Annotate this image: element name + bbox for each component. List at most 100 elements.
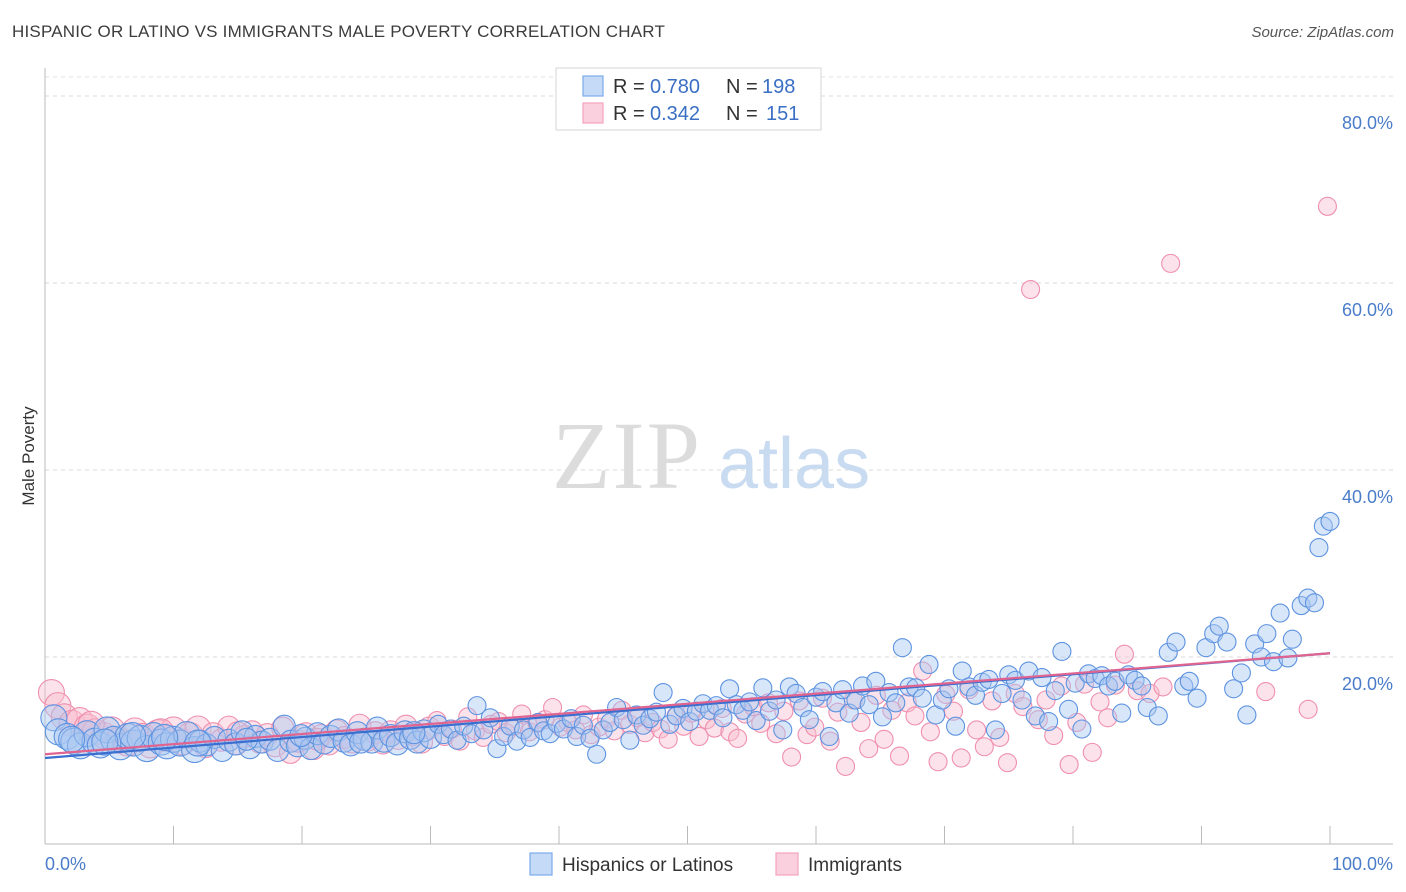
y-tick-label: 40.0% [1342, 487, 1393, 507]
hispanic-point [919, 654, 939, 675]
legend-r-value: 0.342 [650, 103, 700, 125]
hispanic-point [1270, 603, 1290, 623]
hispanic-point [1148, 706, 1168, 726]
immigrants-point [1082, 742, 1102, 762]
legend-n-label: N = [726, 103, 758, 125]
immigrants-point [951, 748, 971, 768]
hispanic-point [746, 711, 766, 731]
hispanic-point [1257, 624, 1277, 644]
hispanic-point [474, 720, 494, 740]
hispanic-point [932, 690, 952, 710]
hispanic-point [1217, 632, 1237, 652]
hispanic-point [487, 739, 507, 759]
hispanic-point [793, 697, 813, 718]
hispanic-point [299, 737, 323, 761]
immigrants-point [974, 737, 994, 757]
hispanic-point [985, 720, 1006, 740]
stats-legend: R = 0.780 N = 198 R = 0.342 N = 151 [555, 67, 822, 131]
hispanic-point [992, 683, 1012, 704]
hispanic-point [952, 661, 972, 681]
hispanic-point [1059, 699, 1079, 719]
hispanic-point [773, 720, 793, 740]
immigrants-point [1059, 754, 1079, 775]
immigrants-point [1298, 699, 1318, 719]
watermark: ZIP atlas [552, 402, 870, 509]
immigrants-point [728, 728, 748, 748]
immigrants-point [689, 726, 709, 747]
immigrants-point [928, 752, 948, 772]
y-tick-labels: 20.0% 40.0% 60.0% 80.0% [1342, 113, 1393, 694]
hispanic-point [653, 682, 673, 703]
hispanic-point [892, 638, 912, 658]
x-tick-labels: 0.0% 100.0% [45, 854, 1393, 874]
immigrants-point [1021, 279, 1041, 300]
hispanic-point [1231, 663, 1251, 683]
hispanic-point [680, 711, 700, 732]
x-tick-label-max: 100.0% [1332, 854, 1393, 874]
immigrants-point [859, 739, 879, 759]
hispanic-point [44, 718, 72, 746]
trendlines [44, 652, 1331, 760]
hispanic-point [912, 688, 932, 708]
immigrants-point [905, 706, 925, 726]
y-tick-label: 80.0% [1342, 113, 1393, 133]
axes [44, 68, 1393, 845]
immigrants-point [967, 720, 987, 740]
immigrants-point [658, 729, 678, 749]
y-axis-label: Male Poverty [19, 406, 38, 506]
hispanic-point [819, 726, 839, 747]
source-label: Source: ZipAtlas.com [1251, 24, 1394, 41]
immigrants-point [1090, 692, 1110, 712]
hispanic-point [1045, 681, 1065, 701]
immigrants-point [997, 753, 1018, 773]
hispanic-point [1072, 719, 1092, 739]
hispanic-point [1179, 671, 1199, 691]
chart-title: HISPANIC OR LATINO VS IMMIGRANTS MALE PO… [12, 22, 666, 41]
watermark-atlas: atlas [718, 424, 870, 504]
y-tick-label: 20.0% [1342, 674, 1393, 694]
hispanic-point [759, 701, 780, 721]
legend-n-label: N = [726, 76, 758, 98]
hispanic-point [720, 679, 740, 699]
hispanic-point [1158, 642, 1178, 662]
immigrants-point [1256, 682, 1276, 702]
bottom-legend-label-hispanic: Hispanics or Latinos [562, 855, 733, 876]
hispanic-point [1282, 629, 1302, 649]
hispanic-point [1132, 676, 1152, 696]
hispanic-point [593, 720, 613, 740]
immigrants-point [836, 756, 856, 776]
x-tick-label-min: 0.0% [45, 854, 86, 874]
y-tick-label: 60.0% [1342, 300, 1393, 320]
hispanic-point [58, 725, 86, 753]
legend-n-value: 198 [762, 76, 795, 98]
hispanic-point [1052, 641, 1072, 661]
hispanic-point [1304, 593, 1325, 613]
hispanic-point [1039, 711, 1059, 732]
immigrants-point [1317, 196, 1337, 216]
hispanic-point [620, 730, 640, 750]
hispanic-point [1166, 632, 1186, 652]
watermark-zip: ZIP [552, 402, 702, 509]
hispanic-point [1112, 703, 1132, 723]
hispanic-point [859, 695, 879, 715]
hispanic-point [1237, 705, 1257, 725]
hispanic-point [799, 710, 819, 730]
immigrants-point [889, 746, 910, 766]
hispanic-point [1309, 538, 1329, 558]
immigrants-point [1153, 677, 1173, 697]
legend-n-value: 151 [766, 103, 799, 125]
immigrants-point [774, 701, 794, 721]
hispanic-point [1320, 511, 1340, 531]
trendline-immigrants [44, 652, 1331, 756]
series-hispanics-or-latinos [40, 511, 1340, 764]
gridlines [45, 76, 1393, 658]
hispanic-point [587, 744, 607, 764]
bottom-legend-swatch-hispanic [529, 852, 553, 876]
hispanic-point [173, 721, 201, 749]
legend-swatch-hispanic [582, 75, 604, 97]
hispanic-point [118, 721, 147, 750]
hispanic-point [461, 724, 482, 744]
immigrants-point [874, 729, 894, 749]
immigrants-point [1161, 253, 1181, 273]
